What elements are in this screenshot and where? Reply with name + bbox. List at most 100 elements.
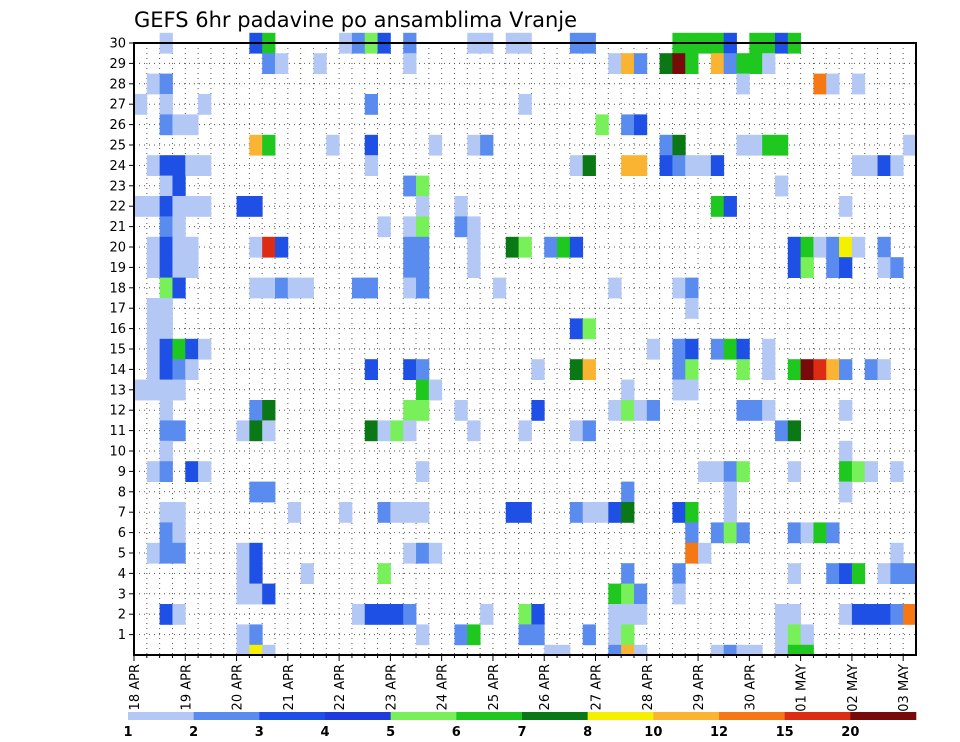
- precip-cell: [428, 542, 443, 564]
- precip-cell: [159, 522, 173, 544]
- precip-cell: [569, 420, 584, 442]
- precip-cell: [275, 236, 289, 258]
- precip-cell: [762, 338, 776, 360]
- precip-cell: [172, 359, 186, 380]
- colorbar-segment: [587, 712, 654, 720]
- precip-cell: [851, 73, 866, 95]
- precip-cell: [390, 420, 404, 442]
- precip-cell: [172, 216, 186, 238]
- colorbar-segment: [193, 712, 260, 720]
- precip-cell: [351, 604, 366, 625]
- precip-cell: [172, 236, 186, 258]
- precip-cell: [249, 644, 263, 656]
- precip-cell: [710, 461, 725, 482]
- precip-cell: [518, 604, 532, 625]
- precip-cell: [864, 155, 878, 176]
- precip-cell: [377, 420, 391, 442]
- colorbar-label: 1: [123, 725, 132, 740]
- x-tick-label: 20 APR: [231, 664, 246, 710]
- precip-cell: [723, 502, 737, 523]
- precip-cell: [672, 502, 686, 523]
- precip-cell: [569, 318, 584, 340]
- precip-cell: [685, 298, 699, 319]
- precip-cell: [275, 53, 289, 74]
- precip-cell: [633, 53, 648, 74]
- precip-cell: [672, 583, 686, 605]
- precip-cell: [172, 114, 186, 136]
- precip-cell: [159, 236, 173, 258]
- precip-cell: [390, 604, 404, 625]
- precip-cell: [659, 53, 673, 74]
- y-tick-label: 4: [118, 567, 126, 582]
- precip-cell: [236, 196, 250, 217]
- precip-cell: [172, 196, 186, 217]
- precip-cell: [531, 604, 545, 625]
- precip-cell: [787, 461, 802, 482]
- precip-cell: [557, 236, 571, 258]
- precip-cell: [416, 624, 430, 646]
- precip-cell: [736, 644, 750, 656]
- precip-cell: [826, 563, 840, 584]
- precip-cell: [826, 73, 840, 95]
- x-tick-label: 21 APR: [282, 664, 297, 710]
- precip-cell: [262, 644, 276, 656]
- colorbar-segment: [325, 712, 391, 720]
- precip-cell: [287, 277, 302, 299]
- precip-cell: [685, 542, 699, 564]
- precip-cell: [262, 134, 276, 156]
- precip-cell: [736, 73, 750, 95]
- precip-cell: [800, 624, 814, 646]
- precip-cell: [903, 563, 917, 584]
- precip-cell: [864, 461, 878, 482]
- precip-cell: [198, 94, 212, 115]
- precip-cell: [172, 542, 186, 564]
- precip-cell: [608, 644, 622, 656]
- precip-cell: [403, 604, 417, 625]
- precip-cell: [159, 461, 173, 482]
- precip-cell: [723, 644, 737, 656]
- y-axis: 1234567891011121314151617181920212223242…: [109, 37, 134, 643]
- x-tick-label: 29 APR: [692, 664, 707, 710]
- precip-cell: [339, 502, 353, 523]
- precip-cell: [723, 196, 737, 217]
- precip-cell: [582, 318, 596, 340]
- precip-cell: [659, 155, 673, 176]
- y-tick-label: 18: [109, 281, 126, 296]
- precip-cell: [159, 338, 173, 360]
- precip-cell: [159, 298, 173, 319]
- precip-cell: [877, 563, 891, 584]
- precip-cell: [839, 196, 853, 217]
- precip-cell: [813, 73, 827, 95]
- precip-cell: [454, 216, 468, 238]
- precip-cell: [172, 502, 186, 523]
- precip-cell: [633, 604, 648, 625]
- precip-cell: [608, 277, 622, 299]
- precip-cell: [774, 420, 789, 442]
- precip-cell: [287, 502, 302, 523]
- precip-cell: [403, 236, 417, 258]
- precip-cell: [685, 522, 699, 544]
- precip-cell: [787, 257, 802, 278]
- precip-cell: [839, 563, 853, 584]
- colorbar-label: 10: [644, 725, 662, 740]
- x-tick-label: 30 APR: [743, 664, 758, 710]
- precip-cell: [416, 175, 430, 197]
- precip-cell: [249, 624, 263, 646]
- precip-cell: [736, 400, 750, 421]
- precip-cell: [736, 53, 750, 74]
- precip-cell: [403, 53, 417, 74]
- precip-cell: [185, 359, 199, 380]
- precip-cell: [787, 236, 802, 258]
- precip-cell: [774, 644, 789, 656]
- precip-cell: [608, 502, 622, 523]
- precip-cell: [749, 134, 763, 156]
- y-tick-label: 26: [109, 118, 126, 133]
- precip-cell: [146, 298, 161, 319]
- precip-cell: [672, 134, 686, 156]
- precip-cell: [608, 624, 622, 646]
- precip-cell: [685, 338, 699, 360]
- precip-cell: [839, 481, 853, 503]
- precip-cell: [185, 338, 199, 360]
- precip-cell: [185, 236, 199, 258]
- x-tick-label: 28 APR: [641, 664, 656, 710]
